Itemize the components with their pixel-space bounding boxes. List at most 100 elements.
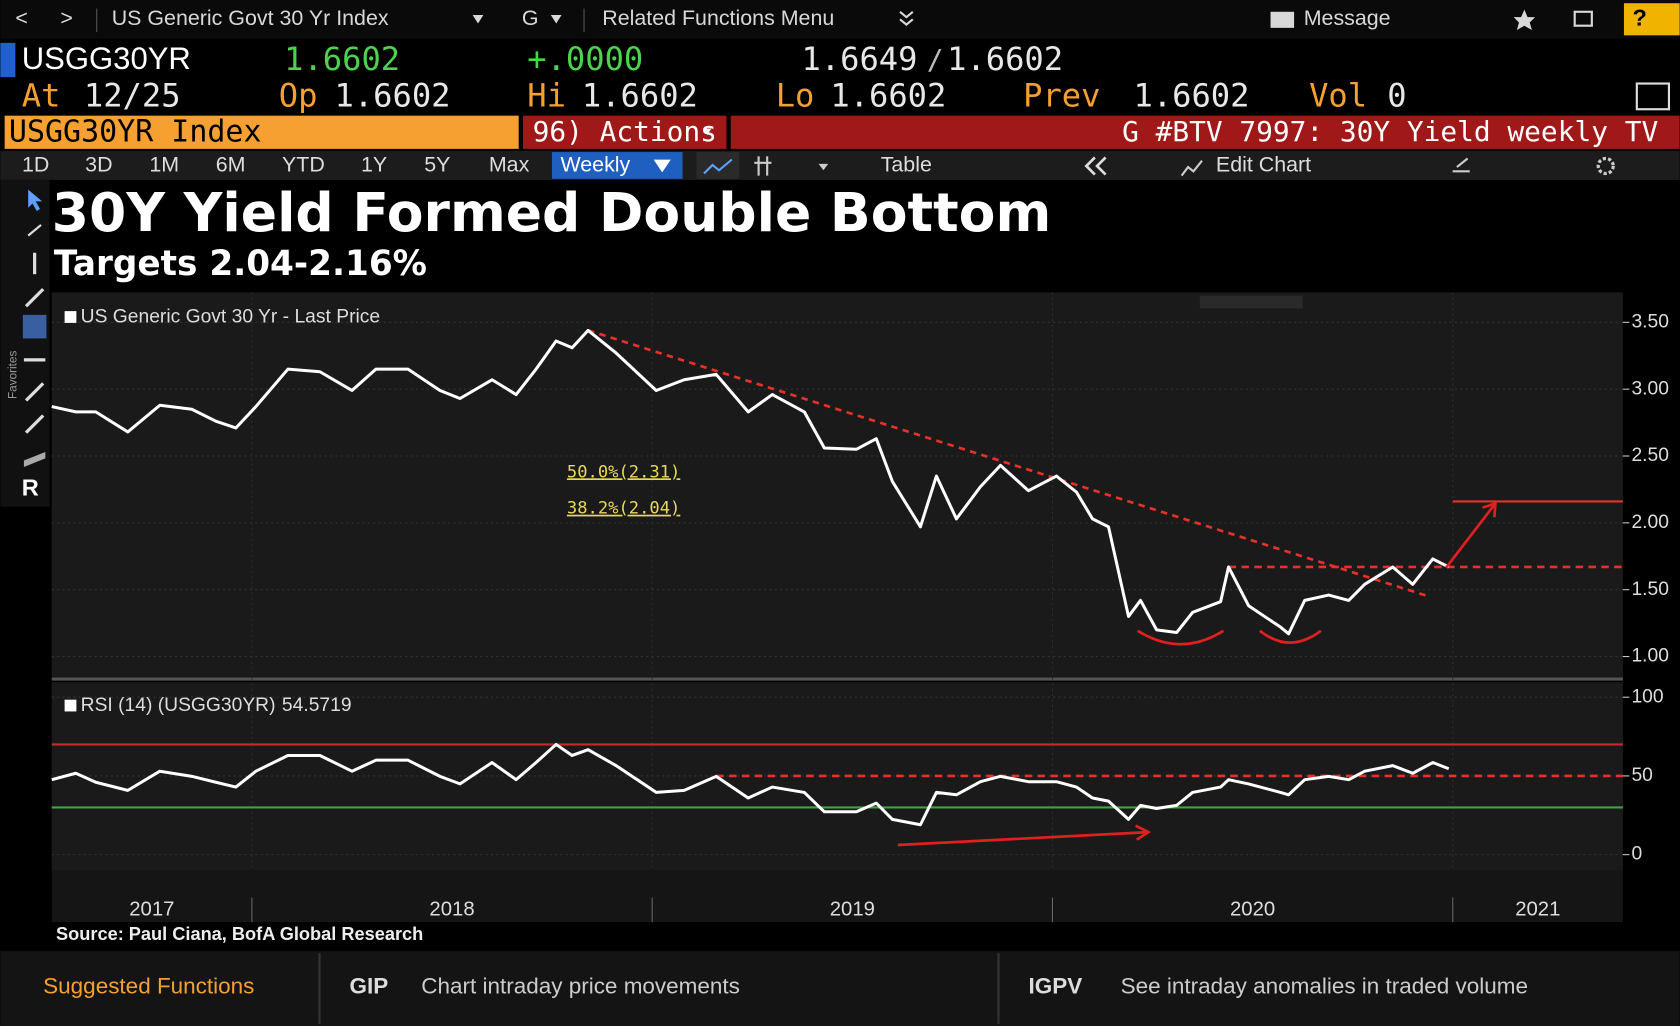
draw-icon[interactable]	[1452, 157, 1470, 173]
edit-chart-button[interactable]: Edit Chart	[1216, 153, 1311, 177]
window-icon[interactable]	[1573, 10, 1593, 27]
collapse-icon[interactable]	[1084, 156, 1107, 176]
forward-button[interactable]: >	[60, 6, 73, 30]
function-code[interactable]: IGPV	[1028, 973, 1082, 998]
trend-tool[interactable]	[24, 288, 45, 308]
y-tick-label: 2.00	[1631, 512, 1669, 533]
star-icon[interactable]	[1513, 9, 1536, 30]
source: Source: Paul Ciana, BofA Global Research	[56, 924, 423, 944]
range-button[interactable]: 1D	[22, 153, 49, 177]
last-price: 1.6602	[284, 40, 400, 78]
range-button[interactable]: 1M	[149, 153, 179, 177]
fib-label: 50.0%(2.31)	[567, 462, 680, 482]
y-tick-label: 100	[1631, 686, 1663, 707]
legend-swatch	[64, 699, 77, 712]
field-label: Hi	[527, 76, 566, 114]
related-menu[interactable]: Related Functions Menu	[602, 6, 834, 30]
x-tick-label: 2018	[429, 899, 474, 921]
function-selector[interactable]: G	[522, 6, 539, 30]
y-tick-label: 1.50	[1631, 579, 1669, 600]
message-button[interactable]: Message	[1304, 6, 1391, 30]
x-tick-label: 2019	[830, 899, 875, 921]
range-button[interactable]: Max	[489, 153, 530, 177]
period-button[interactable]: Weekly	[560, 153, 630, 177]
expand-icon[interactable]	[1635, 82, 1671, 111]
ask: 1.6602	[947, 40, 1063, 78]
legend-swatch	[64, 311, 77, 323]
back-button[interactable]: <	[15, 6, 28, 30]
actions-bar[interactable]	[522, 115, 727, 149]
field-label: Vol	[1309, 76, 1367, 114]
change: +.0000	[527, 40, 643, 78]
tool-strip	[0, 179, 50, 507]
rsi-tool[interactable]: R	[22, 475, 39, 501]
legend-value: 54.5719	[282, 695, 352, 716]
range-button[interactable]: 5Y	[424, 153, 450, 177]
edit-icon	[1180, 159, 1203, 177]
channel-tool[interactable]	[24, 382, 45, 434]
help-box[interactable]	[1623, 3, 1680, 36]
help-button[interactable]: ?	[1633, 4, 1647, 30]
actions-button[interactable]: 96) Actions	[533, 115, 717, 148]
message-icon	[1270, 11, 1295, 28]
security-name: USGG30YR Index	[9, 114, 262, 149]
series-line	[51, 742, 1450, 827]
x-axis-area	[51, 870, 1623, 923]
range-buttons: 1D 3D 1M 6M YTD 1Y 5Y Max	[22, 153, 530, 177]
plot: 1.00 1.50 2.00 2.50 3.00 3.50 2017 2018 2019 2020…	[51, 292, 1669, 923]
fib-tool[interactable]	[23, 451, 46, 467]
y-tick-label: 2.50	[1631, 445, 1669, 466]
range-button[interactable]: 6M	[216, 153, 246, 177]
field-label: Op	[279, 76, 318, 114]
pointer-tool[interactable]	[28, 189, 43, 211]
separator: /	[927, 43, 944, 76]
series-line	[51, 328, 1450, 636]
mini-toolbar	[1199, 295, 1303, 309]
chart-title: 30Y Yield Formed Double Bottom	[52, 181, 1051, 244]
table-button[interactable]: Table	[881, 153, 932, 177]
function-code[interactable]: GIP	[349, 973, 388, 998]
function-text[interactable]: See intraday anomalies in traded volume	[1121, 973, 1528, 998]
range-button[interactable]: YTD	[282, 153, 325, 177]
chart-type-box[interactable]	[696, 152, 740, 179]
text-tool[interactable]	[22, 314, 47, 339]
quote-fields: At 12/25 Op 1.6602 Hi 1.6602 Lo 1.6602 Prev 1.660…	[22, 76, 1407, 114]
y-tick-label: 3.00	[1631, 378, 1669, 399]
field-value: 1.6602	[334, 76, 450, 114]
dropdown-icon	[550, 14, 562, 24]
range-button[interactable]: 3D	[85, 153, 112, 177]
field-value: 12/25	[84, 76, 181, 114]
field-value: 1.6602	[582, 76, 698, 114]
x-tick-label: 2020	[1230, 899, 1275, 921]
x-tick-label: 2021	[1515, 899, 1560, 921]
dropdown-icon	[702, 128, 712, 135]
divergence-arrow	[897, 824, 1152, 847]
dropdown-icon	[472, 14, 484, 24]
settings-icon[interactable]	[1596, 156, 1615, 176]
range-button[interactable]: 1Y	[361, 153, 387, 177]
y-tick-label: 3.50	[1631, 311, 1669, 332]
chart-toolbar	[0, 151, 1680, 180]
y-tick-label: 50	[1631, 765, 1652, 786]
field-value: 0	[1387, 76, 1406, 114]
ticker: USGG30YR	[22, 41, 191, 76]
bars-icon[interactable]	[754, 156, 772, 176]
bid: 1.6649	[801, 40, 917, 78]
target-arrow	[1445, 501, 1497, 569]
y-tick-label: 0	[1631, 844, 1642, 865]
dropdown-icon	[818, 163, 829, 171]
chart-subtitle: Targets 2.04-2.16%	[54, 244, 427, 284]
legend-label: RSI (14) (USGG30YR)	[81, 695, 276, 716]
fib-label: 38.2%(2.04)	[567, 499, 680, 519]
security-bar	[4, 115, 519, 149]
news-headline[interactable]: G #BTV 7997: 30Y Yield weekly TV	[1122, 115, 1658, 148]
pen-tool[interactable]	[27, 224, 42, 237]
line-icon	[703, 158, 733, 175]
security-selector[interactable]: US Generic Govt 30 Yr Index	[112, 6, 389, 30]
news-bar	[730, 115, 1680, 149]
function-text[interactable]: Chart intraday price movements	[421, 973, 740, 998]
favorites-tab[interactable]: Favorites	[6, 351, 19, 400]
toolbar	[0, 0, 1680, 39]
legend-label: US Generic Govt 30 Yr - Last Price	[81, 307, 380, 328]
